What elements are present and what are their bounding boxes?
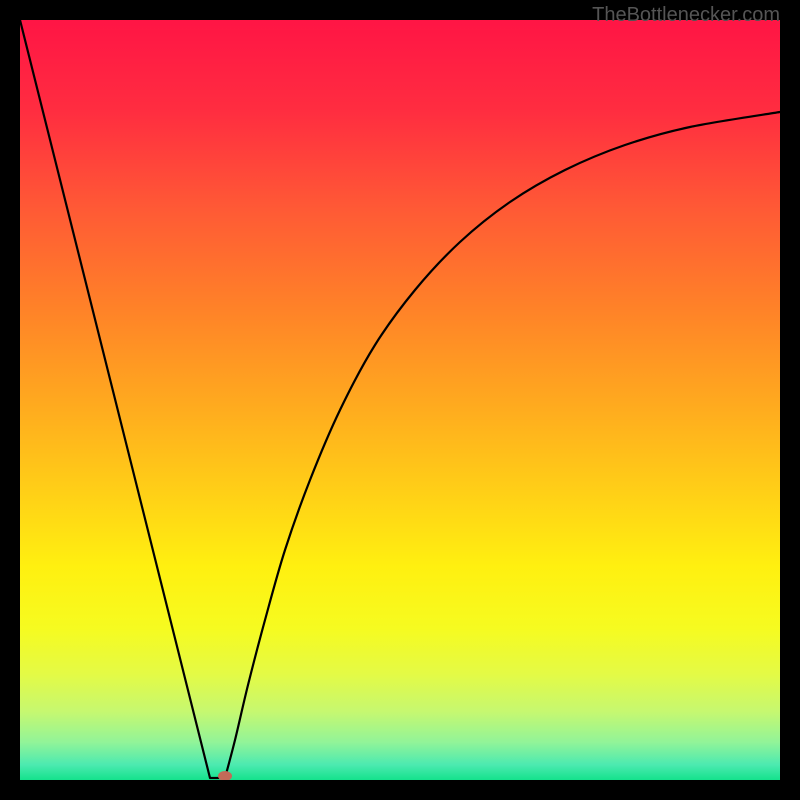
bottleneck-chart <box>0 0 800 800</box>
gradient-background <box>20 20 780 780</box>
watermark-text: TheBottlenecker.com <box>592 4 780 27</box>
optimal-point-marker <box>218 771 232 781</box>
chart-frame: TheBottlenecker.com <box>0 0 800 800</box>
